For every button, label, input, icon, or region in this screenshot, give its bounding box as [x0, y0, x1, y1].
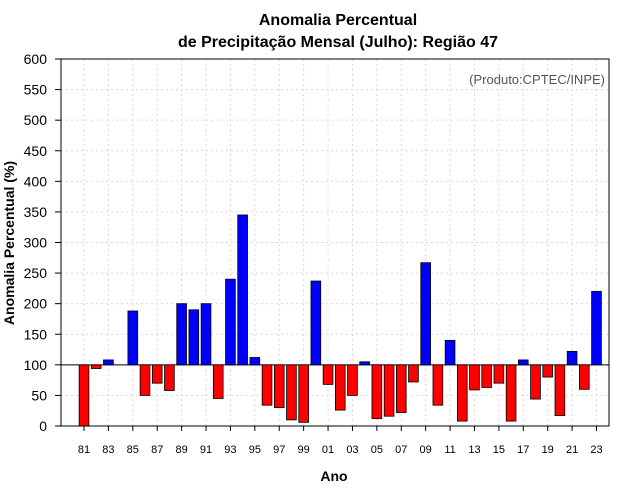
x-axis: 81 83 85 87 89 91 93 95 97 99 01 03 05 07 09 11 13 15 17 19… — [78, 426, 603, 456]
bar-17 — [518, 359, 529, 366]
bar-21 — [566, 350, 578, 366]
x-tick-label-03: 03 — [346, 444, 358, 456]
bar-87 — [151, 364, 163, 384]
x-tick-label-91: 91 — [200, 444, 212, 456]
bar-16 — [505, 364, 517, 422]
x-tick-label-23: 23 — [590, 444, 602, 456]
bar-02 — [334, 364, 346, 411]
bar-93 — [225, 278, 236, 366]
y-tick-label-250: 250 — [24, 265, 48, 281]
bar-88 — [164, 364, 175, 391]
bar-83 — [103, 359, 114, 366]
bar-00 — [310, 280, 322, 366]
x-tick-label-81: 81 — [78, 444, 90, 456]
y-axis-title: Anomalia Percentual (%) — [1, 161, 17, 325]
x-tick-label-15: 15 — [493, 444, 505, 456]
bar-90 — [188, 309, 200, 366]
bar-10 — [432, 364, 444, 406]
bar-23 — [591, 291, 602, 366]
x-tick-label-21: 21 — [566, 444, 578, 456]
y-tick-label-50: 50 — [31, 387, 47, 403]
bar-03 — [347, 364, 358, 396]
x-tick-label-05: 05 — [371, 444, 383, 456]
bar-94 — [237, 214, 248, 366]
bar-22 — [579, 364, 590, 390]
x-tick-label-87: 87 — [151, 444, 163, 456]
bar-11 — [444, 339, 456, 366]
bar-09 — [420, 262, 431, 366]
bar-05 — [371, 364, 383, 420]
x-tick-label-85: 85 — [127, 444, 139, 456]
x-tick-label-99: 99 — [298, 444, 310, 456]
chart-title-line2: de Precipitação Mensal (Julho): Região 4… — [178, 34, 498, 51]
y-tick-label-400: 400 — [24, 173, 48, 189]
y-tick-label-500: 500 — [24, 112, 48, 128]
y-tick-label-600: 600 — [24, 51, 48, 67]
y-tick-label-150: 150 — [24, 326, 48, 342]
x-tick-label-19: 19 — [542, 444, 554, 456]
bar-20 — [554, 364, 566, 417]
bar-18 — [530, 364, 541, 400]
y-tick-label-0: 0 — [39, 418, 47, 434]
bar-82 — [90, 364, 102, 369]
x-tick-label-17: 17 — [517, 444, 529, 456]
bar-08 — [408, 364, 419, 383]
x-tick-label-89: 89 — [175, 444, 187, 456]
source-annotation: (Produto:CPTEC/INPE) — [469, 72, 605, 87]
bar-04 — [359, 361, 370, 366]
x-tick-label-83: 83 — [102, 444, 114, 456]
bar-89 — [176, 303, 187, 366]
y-tick-label-350: 350 — [24, 204, 48, 220]
y-tick-label-300: 300 — [24, 235, 48, 251]
y-axis: 0 50 100 150 200 250 300 350 400 450 500 550 600 — [24, 51, 61, 434]
x-tick-label-09: 09 — [420, 444, 432, 456]
x-tick-label-11: 11 — [444, 444, 455, 456]
bar-92 — [212, 364, 224, 399]
x-tick-label-97: 97 — [273, 444, 285, 456]
bar-01 — [322, 364, 334, 385]
bar-12 — [456, 364, 468, 422]
bar-97 — [273, 364, 285, 409]
bar-91 — [200, 303, 212, 366]
x-tick-label-93: 93 — [224, 444, 236, 456]
x-tick-label-13: 13 — [468, 444, 480, 456]
bar-14 — [481, 364, 492, 388]
y-tick-label-100: 100 — [24, 357, 48, 373]
bar-81 — [78, 364, 90, 427]
bar-99 — [298, 364, 309, 423]
bar-85 — [127, 310, 139, 366]
x-tick-label-01: 01 — [322, 444, 334, 456]
y-tick-label-200: 200 — [24, 296, 48, 312]
bar-07 — [395, 364, 407, 413]
chart-title-line1: Anomalia Percentual — [259, 12, 417, 29]
y-tick-label-550: 550 — [24, 82, 48, 98]
bar-13 — [469, 364, 480, 391]
bar-96 — [261, 364, 273, 406]
bar-86 — [139, 364, 151, 396]
x-tick-label-95: 95 — [249, 444, 261, 456]
bar-15 — [493, 364, 505, 384]
bar-19 — [542, 364, 553, 378]
x-axis-title: Ano — [320, 468, 347, 484]
bar-95 — [249, 357, 261, 366]
x-tick-label-07: 07 — [395, 444, 407, 456]
y-tick-label-450: 450 — [24, 143, 48, 159]
bar-06 — [383, 364, 395, 417]
bars — [78, 214, 602, 427]
bar-98 — [286, 364, 297, 421]
